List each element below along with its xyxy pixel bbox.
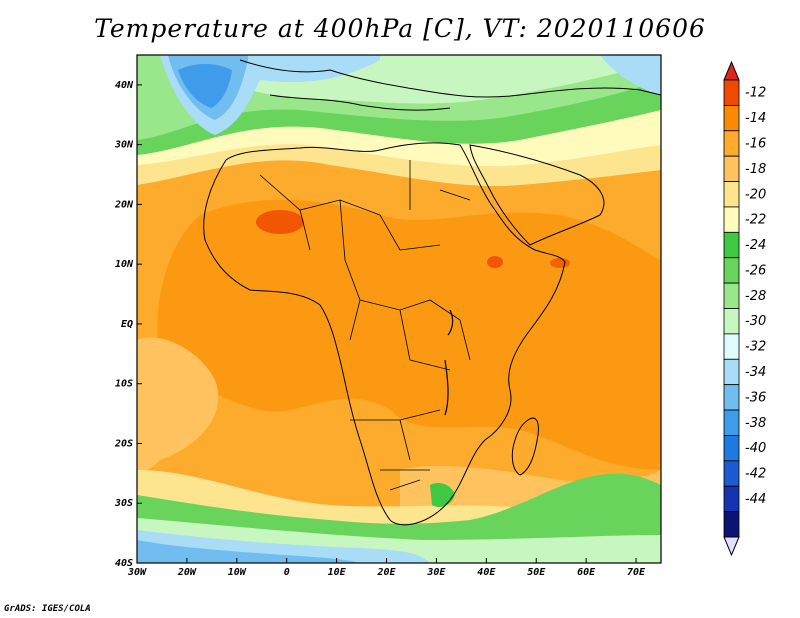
lon-tick-label: 30E [426,567,446,578]
lon-tick-label: 20E [376,567,396,578]
field-patch-sw [137,337,219,475]
lat-tick-label: 10N [115,259,134,270]
colorbar-swatch [723,206,740,233]
field-hotspot-ethiopia [487,256,503,268]
colorbar-label: -38 [745,416,766,431]
colorbar-label: -40 [745,441,766,456]
colorbar-swatch [723,282,740,309]
lon-tick-label: 30W [127,567,147,578]
great-lakes [444,309,454,416]
field-band-north-darkblue [178,64,232,108]
lat-tick-label: 30N [114,140,134,151]
colorbar-label: -32 [745,340,766,355]
lon-tick-label: 50E [527,567,546,578]
lon-tick-label: 10W [228,567,247,578]
colorbar-label: -30 [745,314,766,329]
lon-tick-label: 20W [177,567,197,578]
lat-tick-label: 20S [114,438,133,449]
field-band-ne-blue [600,55,661,95]
colorbar-swatch [723,79,740,106]
colorbar-label: -22 [745,213,766,228]
colorbar-label: -36 [745,390,766,405]
grads-credit: GrADS: IGES/COLA [4,604,91,614]
lat-tick-label: EQ [121,319,133,330]
colorbar-swatch [723,409,740,436]
madagascar-coastline [511,417,539,476]
mediterranean-shore [269,94,451,111]
lat-tick-label: 10S [115,379,133,390]
colorbar-swatch [723,231,740,259]
colorbar-label: -44 [745,492,766,507]
arabia-coastline [469,144,605,246]
europe-coastline [239,59,661,98]
colorbar-low-tip [723,536,740,557]
border-lines-north [259,160,471,261]
colorbar-swatch [723,384,740,411]
map-title: Temperature at 400hPa [C], VT: 202011060… [94,14,706,43]
colorbar: -12 -14 -16 -18 -20 -22 -24 -26 -28 -30 -32 -34 -36 -… [723,60,766,557]
colorbar-swatch [723,104,740,132]
lat-tick-label: 30S [114,498,133,509]
colorbar-swatch [723,257,740,284]
colorbar-swatch [723,155,740,182]
coastlines [203,59,661,526]
colorbar-label: -42 [745,467,766,482]
colorbar-high-tip [723,60,740,81]
lat-tick-label: 20N [114,199,134,210]
colorbar-swatch [723,435,740,462]
temperature-field [137,55,661,563]
lat-tick-label: 40N [115,80,134,91]
colorbar-label: -20 [745,187,766,202]
field-band-south-blue [137,540,360,563]
colorbar-label: -16 [745,136,766,151]
field-hotspot-sahel [256,210,304,234]
colorbar-label: -14 [745,111,766,126]
colorbar-swatch [723,130,740,157]
border-lines-central [344,259,471,371]
colorbar-label: -34 [745,365,766,380]
colorbar-swatch [723,485,740,513]
border-lines-south [350,409,441,491]
africa-coastline [203,142,566,526]
plot-frame [136,54,662,564]
lon-tick-label: 60E [577,567,596,578]
field-band-orange [157,199,661,470]
lat-tick-label: 40S [115,558,133,569]
colorbar-label: -12 [745,86,766,101]
colorbar-swatch [723,460,740,487]
colorbar-swatch [723,333,740,360]
colorbar-swatch [723,308,740,335]
lon-tick-label: 70E [627,567,646,578]
field-hotspot-somalia [550,258,570,268]
lon-tick-label: 10E [328,567,347,578]
lon-tick-label: 40E [477,567,496,578]
axes: 30W 20W 10W 0 10E 20E 30E 40E 50E 60E 70E 40N 30N 20N… [114,80,646,578]
colorbar-swatch [723,358,740,386]
colorbar-swatch [723,511,740,538]
colorbar-label: -18 [745,162,766,177]
lon-tick-label: 0 [284,567,290,578]
colorbar-label: -26 [745,263,766,278]
colorbar-label: -28 [745,289,766,304]
colorbar-label: -24 [745,238,766,253]
colorbar-swatch [723,181,740,208]
